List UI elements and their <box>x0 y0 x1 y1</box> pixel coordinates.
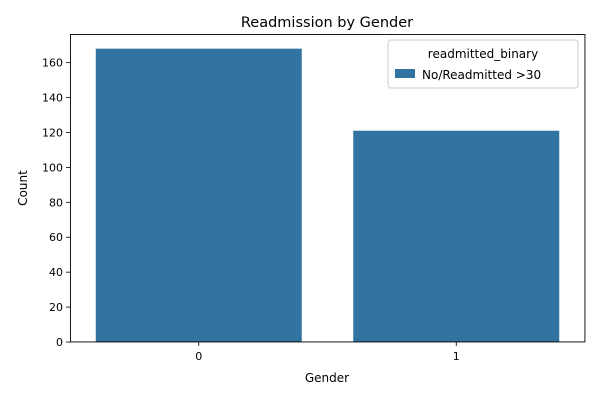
bar-0 <box>95 48 302 343</box>
y-tick-label: 40 <box>49 266 63 279</box>
plot-frame-top <box>70 34 585 35</box>
y-tick-label: 140 <box>42 92 63 105</box>
plot-frame-bottom <box>70 341 585 343</box>
x-tick-label: 1 <box>453 350 460 363</box>
y-tick-label: 60 <box>49 231 63 244</box>
x-axis-label: Gender <box>305 371 349 385</box>
y-tick-label: 20 <box>49 301 63 314</box>
plot-frame-left <box>70 34 71 342</box>
y-tick-label: 0 <box>56 336 63 349</box>
y-tick-label: 100 <box>42 161 63 174</box>
legend-title: readmitted_binary <box>428 47 538 61</box>
y-axis-label: Count <box>16 170 30 206</box>
legend-entry: No/Readmitted >30 <box>422 68 541 82</box>
legend: readmitted_binary No/Readmitted >30 <box>387 39 579 89</box>
legend-swatch <box>395 69 415 78</box>
plot-frame-right <box>584 34 586 342</box>
bars-layer <box>95 48 560 343</box>
legend-box <box>387 39 579 89</box>
y-tick-label: 80 <box>49 196 63 209</box>
bar-1 <box>353 130 560 342</box>
x-tick-label: 0 <box>195 350 202 363</box>
chart-title: Readmission by Gender <box>241 15 413 31</box>
y-tick-label: 160 <box>42 57 63 70</box>
y-axis: 0 20 40 60 80 100 120 140 160 <box>42 57 70 349</box>
y-tick-label: 120 <box>42 126 63 139</box>
